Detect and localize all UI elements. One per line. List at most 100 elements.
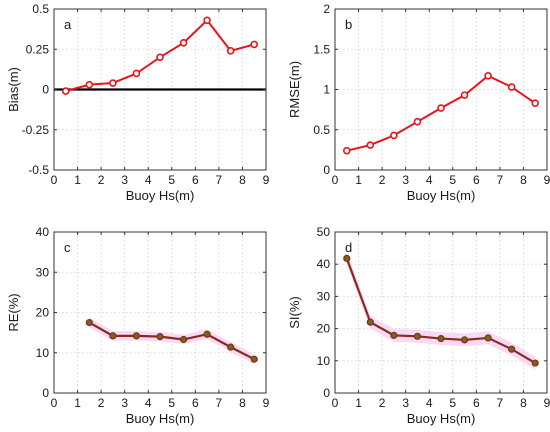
data-point	[437, 104, 445, 112]
y-tick-label: 0.5	[32, 2, 49, 16]
x-tick-label: 0	[51, 396, 58, 410]
x-tick-label: 3	[402, 396, 409, 410]
y-tick-label: -0.25	[22, 123, 50, 137]
x-tick-label: 4	[426, 396, 433, 410]
panel-label: d	[345, 240, 352, 255]
data-point	[484, 334, 492, 342]
x-tick-label: 6	[192, 396, 199, 410]
y-tick-label: 40	[317, 257, 331, 271]
data-point	[484, 72, 492, 80]
x-tick-label: 0	[51, 173, 58, 187]
y-axis-label: RE(%)	[6, 293, 21, 331]
data-point	[109, 79, 117, 87]
x-tick-label: 1	[74, 396, 81, 410]
data-point	[413, 117, 422, 126]
x-tick-label: 6	[473, 396, 480, 410]
x-tick-label: 2	[379, 173, 386, 187]
x-tick-label: 2	[379, 396, 386, 410]
data-point	[390, 131, 398, 140]
y-tick-label: 50	[317, 225, 331, 239]
y-tick-label: 0	[42, 83, 49, 97]
data-point	[366, 141, 375, 149]
x-tick-label: 0	[332, 173, 339, 187]
x-tick-label: 2	[98, 396, 105, 410]
panel-label: b	[345, 17, 352, 32]
y-tick-label: 0.25	[26, 42, 50, 56]
x-tick-label: 4	[426, 173, 433, 187]
x-tick-label: 5	[168, 173, 175, 187]
data-point	[61, 87, 70, 95]
data-point	[179, 39, 188, 47]
x-tick-label: 8	[239, 396, 246, 410]
x-axis-label: Buoy Hs(m)	[407, 188, 476, 203]
y-tick-label: 30	[317, 289, 331, 303]
data-point	[227, 343, 235, 351]
y-axis-label: SI(%)	[287, 296, 302, 329]
x-tick-label: 4	[145, 173, 152, 187]
x-tick-label: 6	[473, 173, 480, 187]
panel-b: 0 1 2 3 4 5 6 7 8 9 0 0.5 1 1.5 2 Buoy Hs(m) RMSE(m) b	[287, 2, 550, 203]
data-point	[179, 335, 188, 344]
panel-c: 0 1 2 3 4 5 6 7 8 9 0 10 20 30 40 Buoy Hs(m) RE(%) c	[6, 225, 270, 426]
data-point	[413, 332, 422, 340]
data-point	[109, 332, 117, 340]
x-tick-label: 4	[145, 396, 152, 410]
data-point	[342, 146, 351, 155]
y-tick-label: 1	[323, 83, 330, 97]
x-tick-label: 2	[98, 173, 105, 187]
x-tick-label: 9	[544, 173, 550, 187]
x-tick-label: 6	[192, 173, 199, 187]
x-axis-label: Buoy Hs(m)	[126, 188, 195, 203]
data-point	[132, 69, 141, 78]
x-tick-label: 8	[520, 396, 527, 410]
x-tick-label: 9	[544, 396, 550, 410]
x-tick-label: 5	[168, 396, 175, 410]
x-tick-label: 9	[263, 396, 270, 410]
plot-border	[53, 8, 267, 171]
data-point	[390, 331, 398, 339]
x-tick-label: 1	[74, 173, 81, 187]
data-point	[460, 91, 469, 99]
y-tick-label: 20	[317, 322, 331, 336]
x-tick-label: 9	[263, 173, 270, 187]
y-tick-label: 0	[323, 386, 330, 400]
x-tick-label: 8	[239, 173, 246, 187]
y-tick-label: 10	[36, 346, 50, 360]
y-tick-label: 40	[36, 225, 50, 239]
y-axis-label: RMSE(m)	[287, 61, 302, 118]
x-axis-label: Buoy Hs(m)	[126, 411, 195, 426]
data-point	[226, 47, 235, 55]
y-tick-label: 20	[36, 306, 50, 320]
y-axis-label: Bias(m)	[6, 67, 21, 112]
x-tick-label: 7	[497, 173, 504, 187]
data-point	[507, 83, 516, 91]
y-tick-label: 2	[323, 2, 330, 16]
x-tick-label: 3	[121, 396, 128, 410]
y-tick-label: 0	[323, 163, 330, 177]
y-tick-label: 0	[42, 386, 49, 400]
data-point	[85, 80, 94, 89]
panel-label: c	[64, 240, 71, 255]
data-point	[508, 345, 516, 353]
y-tick-label: 30	[36, 265, 50, 279]
x-tick-label: 3	[402, 173, 409, 187]
data-point	[250, 40, 259, 49]
series-line	[88, 321, 255, 361]
x-tick-label: 7	[216, 173, 223, 187]
panel-label: a	[64, 17, 72, 32]
panel-d: 0 1 2 3 4 5 6 7 8 9 0 10 20 30 40 50 Buoy Hs(m) SI(%) d	[287, 225, 550, 426]
data-point	[460, 336, 469, 344]
data-point	[531, 359, 539, 367]
data-point	[531, 99, 540, 107]
plot-border	[334, 231, 548, 394]
data-point	[132, 332, 141, 340]
x-tick-label: 7	[216, 396, 223, 410]
data-point	[85, 318, 93, 327]
y-tick-label: 10	[317, 354, 331, 368]
x-tick-label: 3	[121, 173, 128, 187]
plot-border	[53, 231, 267, 394]
data-point	[343, 254, 351, 263]
plot-area	[334, 231, 548, 394]
x-tick-label: 8	[520, 173, 527, 187]
